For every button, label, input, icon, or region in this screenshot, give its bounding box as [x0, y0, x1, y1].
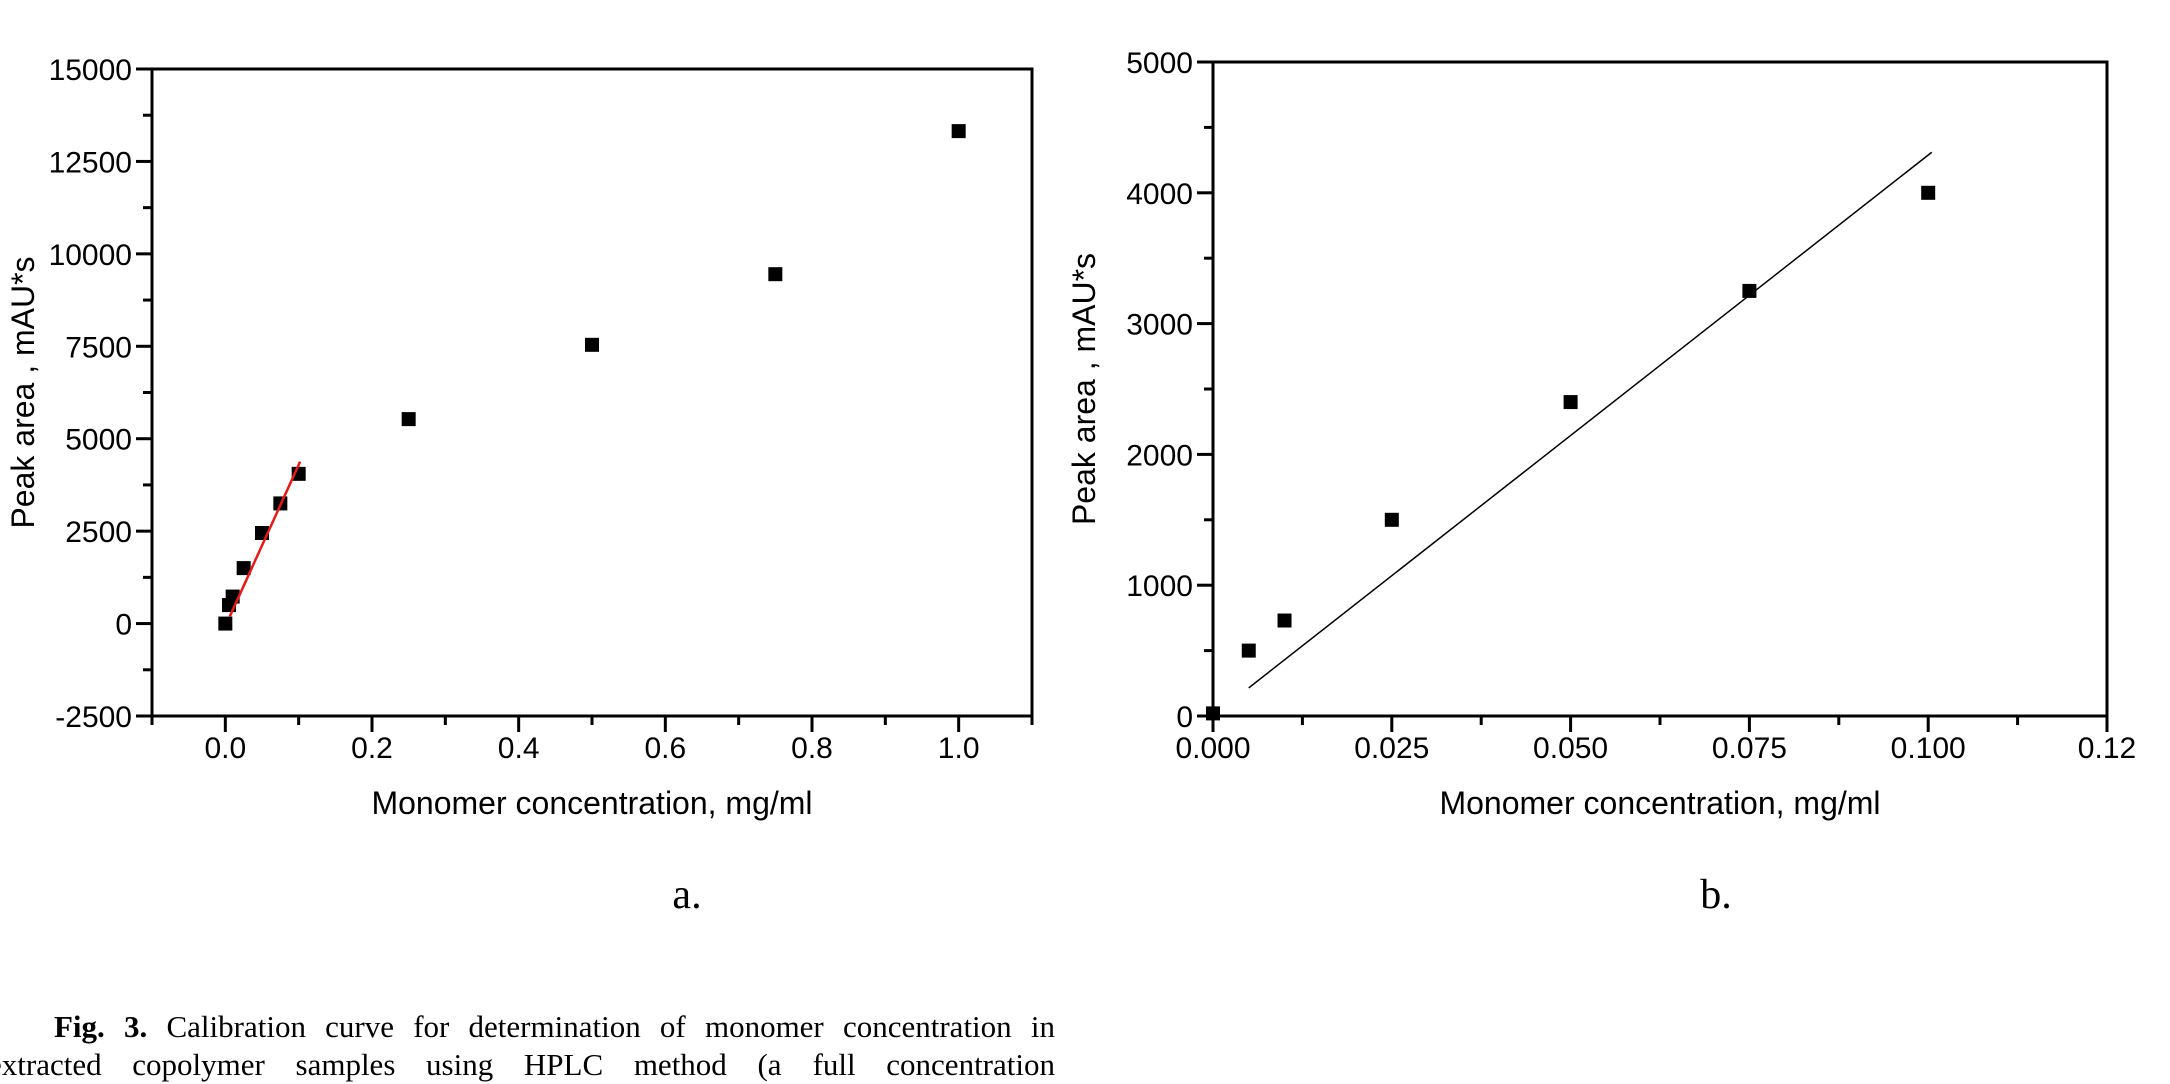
x-tick-label: 1.0	[938, 732, 980, 765]
data-point	[1563, 395, 1578, 410]
x-tick-label: 0.050	[1533, 732, 1608, 765]
y-axis-title: Peak area , mAU*s	[1066, 253, 1102, 525]
caption-line-2: extracted copolymer samples using HPLC m…	[0, 1047, 1055, 1082]
caption-figure-number: Fig. 3.	[54, 1009, 148, 1044]
data-point	[236, 561, 251, 576]
caption-line-1-text: Calibration curve for determination of m…	[147, 1009, 1055, 1044]
x-axis-ticks: 0.0 0.2 0.4 0.6 0.8 1.0	[150, 716, 1034, 765]
x-axis-title: Monomer concentration, mg/ml	[371, 785, 812, 821]
fit-line	[228, 461, 302, 618]
y-axis-title: Peak area , mAU*s	[5, 256, 41, 528]
y-tick-label: -2500	[55, 701, 132, 734]
x-tick-label: 0.0	[204, 732, 246, 765]
x-tick-label: 0.075	[1712, 732, 1787, 765]
y-tick-label: 2000	[1126, 439, 1193, 472]
data-point	[1241, 643, 1256, 658]
y-tick-label: 7500	[65, 331, 132, 364]
x-tick-label: 0.4	[498, 732, 540, 765]
data-point	[401, 412, 416, 427]
y-tick-label: 15000	[49, 54, 132, 87]
data-point	[1742, 283, 1757, 298]
panel-a-label: a.	[672, 872, 702, 918]
x-axis-title: Monomer concentration, mg/ml	[1439, 785, 1880, 821]
y-tick-label: 2500	[65, 516, 132, 549]
chart-a-calibration-full-range: 0.0 0.2 0.4 0.6 0.8 1.0 -2500 0 2500 5000 7500 1000…	[5, 54, 1034, 821]
data-point	[1206, 706, 1220, 721]
x-axis-ticks: 0.000 0.025 0.050 0.075 0.100 0.12	[1175, 716, 2136, 765]
data-point	[585, 337, 599, 352]
y-tick-label: 4000	[1126, 178, 1193, 211]
y-tick-label: 5000	[65, 424, 132, 457]
x-tick-label: 0.6	[644, 732, 686, 765]
x-tick-label: 0.12	[2078, 732, 2136, 765]
y-axis-ticks: -2500 0 2500 5000 7500 10000 12500 15000	[49, 54, 152, 734]
y-axis-ticks: 0 1000 2000 3000 4000 5000	[1126, 47, 1213, 734]
y-tick-label: 0	[115, 609, 132, 642]
data-point	[951, 124, 966, 139]
x-tick-label: 0.8	[791, 732, 833, 765]
y-tick-label: 10000	[49, 239, 132, 272]
figure-caption: Fig. 3. Calibration curve for determinat…	[0, 1008, 1055, 1084]
y-tick-label: 1000	[1126, 570, 1193, 603]
data-point	[768, 267, 783, 282]
caption-line-1: Fig. 3. Calibration curve for determinat…	[0, 1008, 1055, 1046]
panel-b-label: b.	[1700, 872, 1732, 918]
fit-line	[1248, 151, 1933, 689]
data-point	[218, 616, 233, 631]
x-tick-label: 0.000	[1175, 732, 1250, 765]
x-tick-label: 0.100	[1891, 732, 1966, 765]
plot-frame	[1211, 60, 2109, 718]
data-point	[1277, 613, 1292, 628]
y-tick-label: 12500	[49, 146, 132, 179]
x-tick-label: 0.025	[1354, 732, 1429, 765]
data-point	[1384, 512, 1399, 527]
chart-b-calibration-low-range: 0.000 0.025 0.050 0.075 0.100 0.12 0 1000 2000 30…	[1066, 47, 2136, 821]
y-tick-label: 5000	[1126, 47, 1193, 80]
data-points	[1206, 185, 1936, 721]
y-tick-label: 3000	[1126, 309, 1193, 342]
x-tick-label: 0.2	[351, 732, 393, 765]
data-point	[1921, 185, 1936, 200]
y-tick-label: 0	[1176, 701, 1193, 734]
